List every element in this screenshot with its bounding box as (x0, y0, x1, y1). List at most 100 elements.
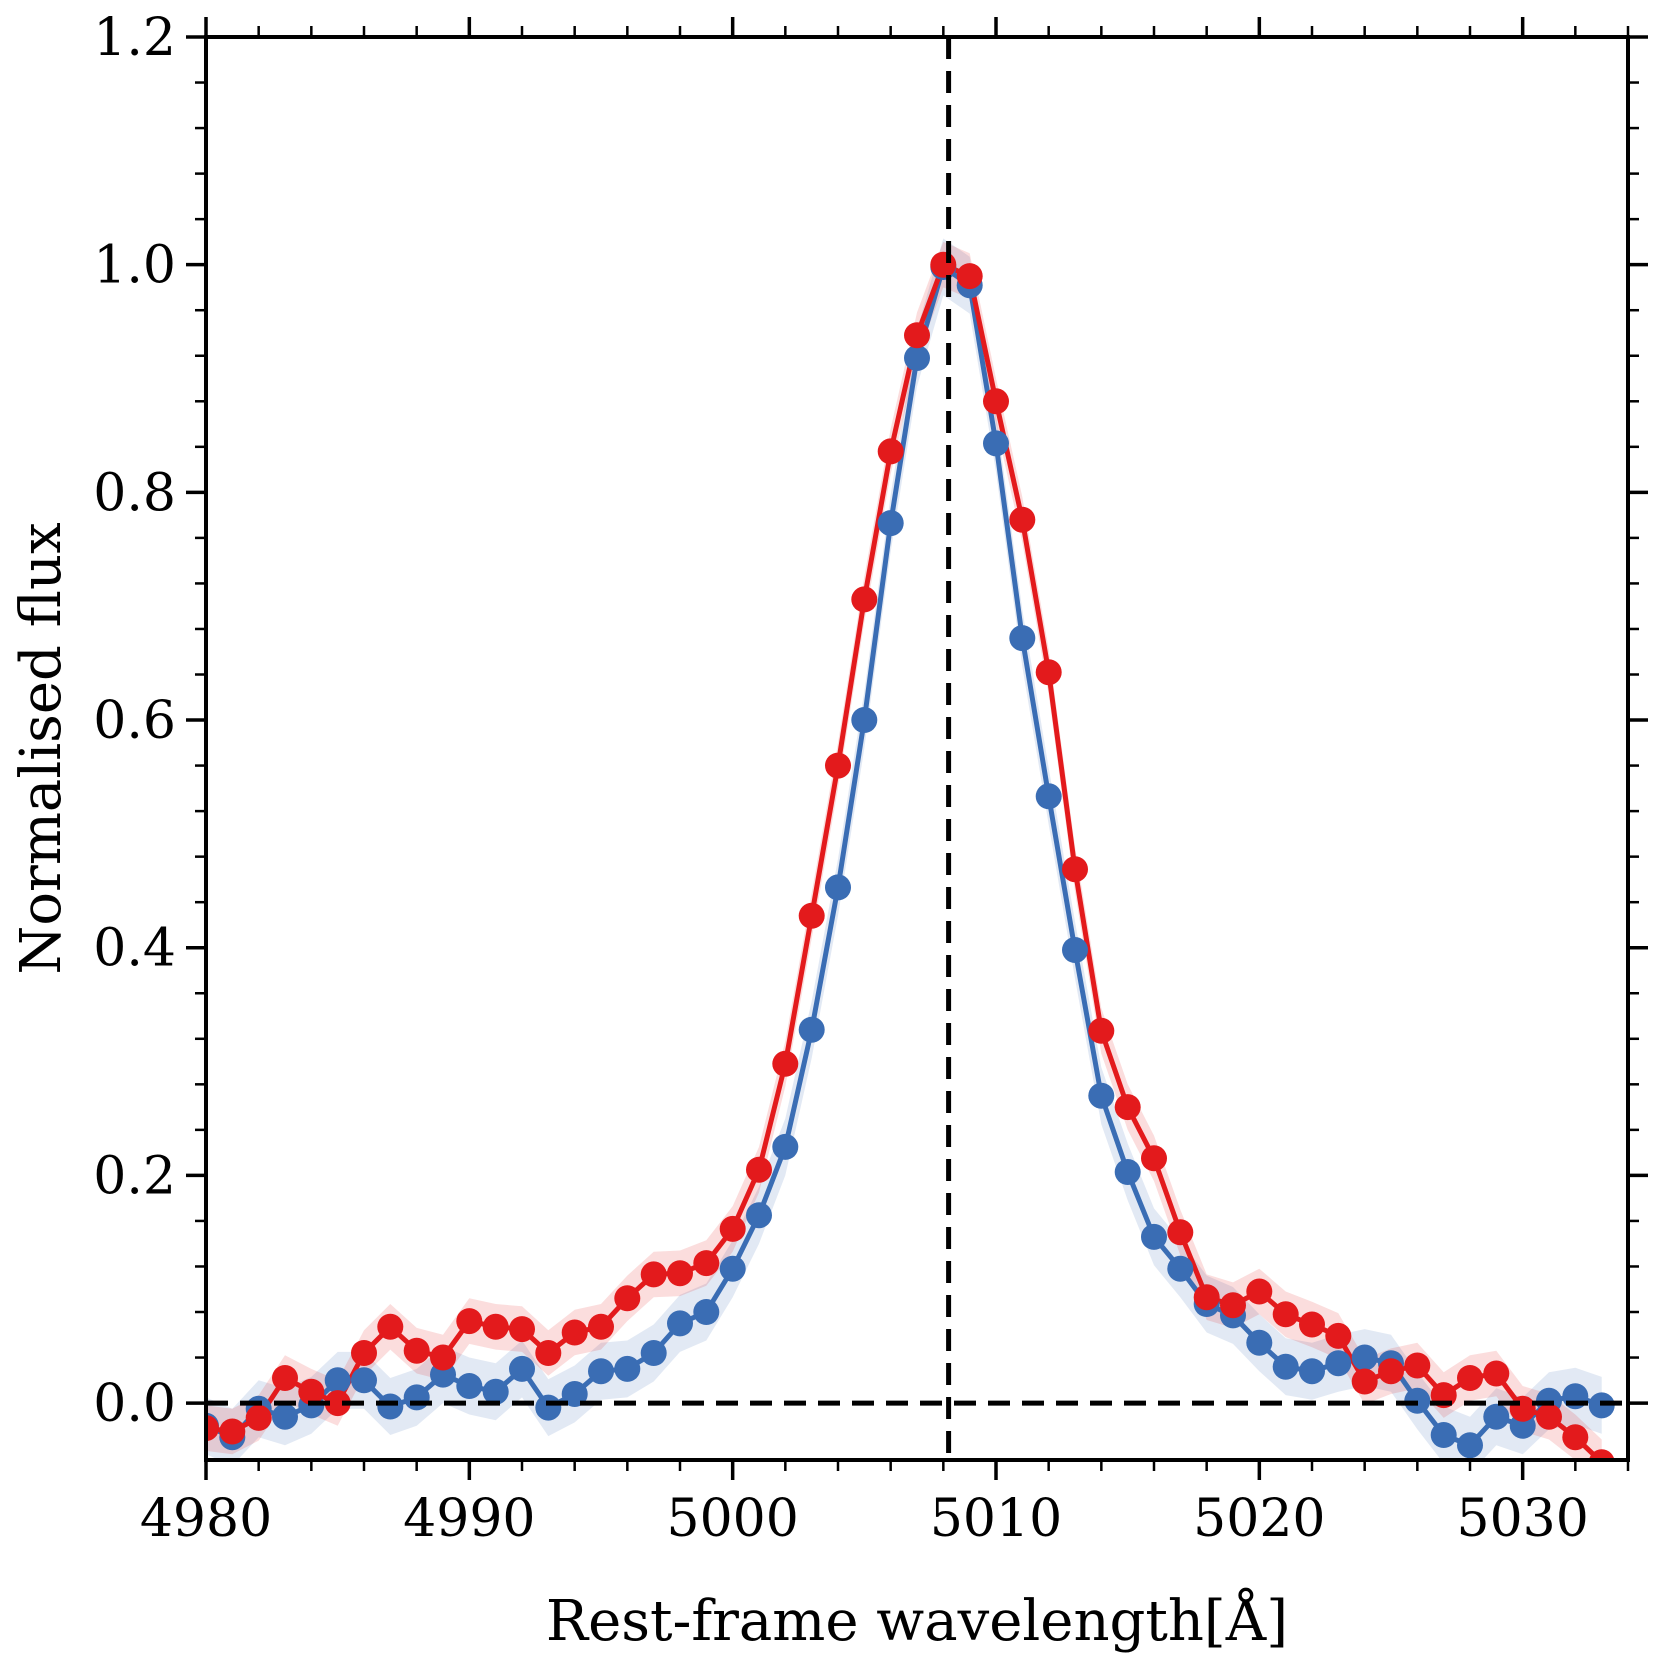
blue-uncertainty-band (206, 238, 1602, 1460)
blue-data-point (693, 1299, 720, 1325)
y-tick-label: 0.2 (93, 1146, 176, 1206)
red-data-point (1378, 1358, 1404, 1385)
blue-data-point (324, 1367, 351, 1394)
red-data-point (1351, 1368, 1378, 1395)
blue-data-point (1141, 1223, 1167, 1250)
red-data-point (772, 1050, 799, 1077)
red-data-point (904, 322, 930, 349)
blue-data-point (1035, 783, 1062, 810)
blue-series-line (206, 264, 1603, 1448)
red-data-point (219, 1418, 246, 1445)
red-data-point (1009, 506, 1036, 533)
blue-data-point (983, 430, 1009, 457)
red-data-point (983, 388, 1009, 415)
blue-data-point (1088, 1082, 1115, 1109)
red-data-point (640, 1261, 667, 1288)
blue-data-point (614, 1355, 641, 1382)
red-data-point (588, 1313, 614, 1340)
blue-data-point (1430, 1422, 1457, 1448)
red-data-point (1114, 1094, 1141, 1121)
red-data-point (1588, 1449, 1615, 1460)
red-data-point (1272, 1301, 1299, 1328)
blue-data-point (482, 1378, 509, 1405)
x-tick-label: 4990 (403, 1489, 535, 1549)
blue-data-point (1272, 1353, 1299, 1380)
x-tick-label: 5030 (1456, 1489, 1588, 1549)
blue-data-point (746, 1202, 772, 1229)
red-data-point (430, 1344, 456, 1371)
blue-data-point (1483, 1403, 1510, 1430)
blue-data-point (1062, 937, 1088, 963)
red-data-point (561, 1319, 588, 1346)
y-tick-label: 0.6 (93, 691, 176, 751)
y-tick-label: 0.8 (93, 463, 176, 523)
red-data-point (403, 1337, 430, 1364)
reference-lines (206, 37, 1628, 1460)
blue-data-point (535, 1394, 562, 1421)
red-data-point (798, 902, 825, 929)
blue-data-point (667, 1310, 693, 1337)
blue-data-point (1246, 1329, 1273, 1356)
y-axis-label: Normalised flux (9, 522, 74, 974)
plot-frame (204, 35, 1630, 1462)
x-tick-label: 5000 (666, 1489, 798, 1549)
x-tick-label: 5020 (1193, 1489, 1325, 1549)
y-tick-label: 1.0 (93, 236, 176, 296)
blue-data-point (640, 1340, 667, 1366)
red-data-point (930, 251, 957, 278)
blue-data-point (456, 1373, 483, 1399)
red-data-point (377, 1313, 404, 1340)
red-data-point (1509, 1395, 1536, 1422)
data-series (206, 251, 1615, 1460)
x-tick-label: 5010 (930, 1489, 1062, 1549)
red-data-point (324, 1390, 351, 1417)
red-data-point (1483, 1360, 1510, 1387)
blue-data-point (1325, 1350, 1352, 1377)
red-data-point (1299, 1311, 1325, 1338)
red-data-point (1167, 1219, 1194, 1246)
axes-frame (204, 35, 1630, 1462)
red-data-point (614, 1285, 641, 1312)
red-data-point (1325, 1322, 1352, 1349)
red-data-point (667, 1260, 693, 1287)
x-axis-label: Rest-frame wavelength[Å] (546, 1587, 1288, 1654)
blue-data-point (1299, 1358, 1325, 1385)
red-data-point (1088, 1017, 1115, 1044)
red-data-point (1062, 856, 1088, 883)
x-tick-label: 4980 (140, 1489, 272, 1549)
blue-data-point (877, 510, 904, 537)
red-data-point (298, 1378, 325, 1405)
red-data-point (535, 1340, 562, 1366)
blue-data-point (377, 1393, 404, 1420)
axis-ticks (186, 17, 1648, 1480)
red-data-point (1562, 1424, 1589, 1451)
red-data-point (206, 1415, 219, 1442)
red-data-point (509, 1316, 535, 1343)
y-tick-label: 1.2 (93, 8, 176, 68)
red-data-point (351, 1340, 377, 1366)
blue-data-point (904, 345, 930, 371)
red-data-point (1141, 1145, 1167, 1172)
red-data-point (272, 1365, 298, 1391)
blue-data-point (1009, 625, 1036, 652)
blue-data-point (1167, 1255, 1194, 1282)
blue-data-point (1457, 1432, 1483, 1459)
blue-data-point (851, 707, 878, 733)
red-data-point (482, 1313, 509, 1340)
blue-data-point (351, 1367, 377, 1394)
red-data-point (719, 1215, 746, 1242)
red-data-point (456, 1308, 483, 1335)
blue-data-point (772, 1133, 799, 1160)
red-data-point (1193, 1284, 1220, 1311)
blue-data-point (719, 1255, 746, 1282)
red-data-point (1246, 1278, 1273, 1305)
blue-data-point (825, 874, 851, 901)
blue-data-point (798, 1016, 825, 1043)
red-data-point (956, 263, 983, 290)
blue-data-point (272, 1403, 298, 1430)
red-data-point (877, 438, 904, 465)
blue-data-point (1351, 1344, 1378, 1371)
red-data-point (851, 586, 878, 613)
y-tick-label: 0.4 (93, 919, 176, 979)
